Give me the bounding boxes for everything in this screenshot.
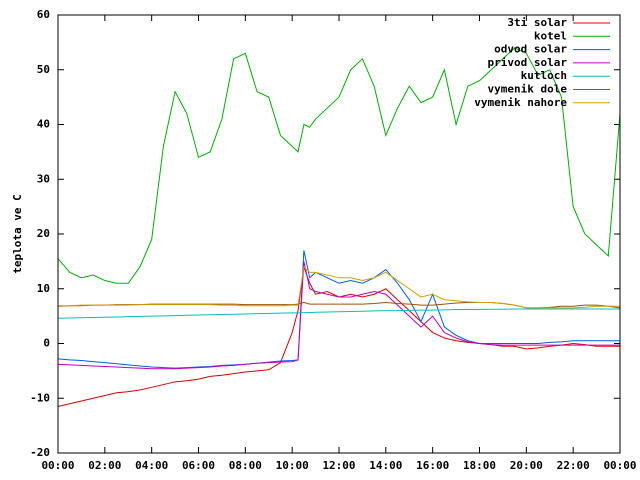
y-tick-label: 0 xyxy=(43,337,50,350)
legend-label: odvod solar xyxy=(494,43,567,56)
y-tick-label: 20 xyxy=(37,227,50,240)
series-line xyxy=(57,308,620,319)
x-tick-label: 02:00 xyxy=(88,459,121,472)
x-tick-label: 00:00 xyxy=(603,459,636,472)
y-tick-label: 50 xyxy=(37,63,50,76)
x-tick-label: 10:00 xyxy=(276,459,309,472)
series-line xyxy=(57,250,620,369)
y-tick-label: 30 xyxy=(37,172,50,185)
x-tick-label: 08:00 xyxy=(229,459,262,472)
y-axis-label: teplota ve C xyxy=(11,194,24,273)
x-tick-label: 16:00 xyxy=(416,459,449,472)
x-tick-label: 04:00 xyxy=(135,459,168,472)
x-tick-label: 12:00 xyxy=(322,459,355,472)
x-tick-label: 06:00 xyxy=(182,459,215,472)
legend-label: vymenik dole xyxy=(488,83,568,96)
x-tick-label: 18:00 xyxy=(463,459,496,472)
y-tick-label: 60 xyxy=(37,8,50,21)
legend-label: kotel xyxy=(534,29,567,42)
y-tick-label: -20 xyxy=(30,446,50,459)
x-tick-label: 22:00 xyxy=(557,459,590,472)
plot-border xyxy=(57,14,621,454)
legend-label: privod solar xyxy=(488,56,568,69)
x-tick-label: 14:00 xyxy=(369,459,402,472)
y-tick-label: -10 xyxy=(30,391,50,404)
y-tick-label: 10 xyxy=(37,282,50,295)
legend-label: kutloch xyxy=(521,69,567,82)
x-tick-label: 20:00 xyxy=(510,459,543,472)
series-line xyxy=(57,47,621,284)
x-tick-label: 00:00 xyxy=(41,459,74,472)
y-tick-label: 40 xyxy=(37,118,50,131)
legend-label: vymenik nahore xyxy=(474,96,567,109)
series-line xyxy=(58,265,620,309)
series-line xyxy=(57,261,620,370)
legend-label: 3ti solar xyxy=(507,16,567,29)
series-line xyxy=(57,266,620,407)
